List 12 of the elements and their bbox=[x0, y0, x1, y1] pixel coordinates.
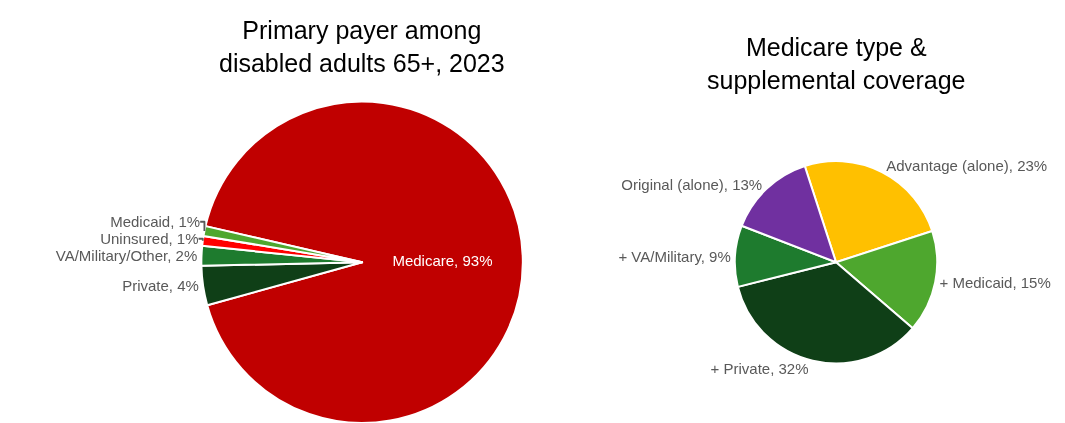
slice-label: + Medicaid, 15% bbox=[939, 274, 1051, 291]
slice-label: + VA/Military, 9% bbox=[618, 247, 731, 265]
slice-label: Uninsured, 1% bbox=[100, 230, 199, 248]
chart-title: Primary payer among disabled adults 65+, 2023 bbox=[219, 16, 505, 77]
slice-label: Medicaid, 1% bbox=[110, 213, 201, 231]
slice-label: Medicare, 93% bbox=[392, 252, 493, 269]
slice-label: Original (alone), 13% bbox=[621, 175, 763, 193]
slice-label: VA/Military/Other, 2% bbox=[55, 247, 198, 265]
slice-label: Private, 4% bbox=[122, 277, 199, 295]
chart-title: Medicare type & supplemental coverage bbox=[707, 33, 966, 94]
slice-label: + Private, 32% bbox=[710, 360, 809, 378]
slice-label: Advantage (alone), 23% bbox=[886, 156, 1048, 174]
